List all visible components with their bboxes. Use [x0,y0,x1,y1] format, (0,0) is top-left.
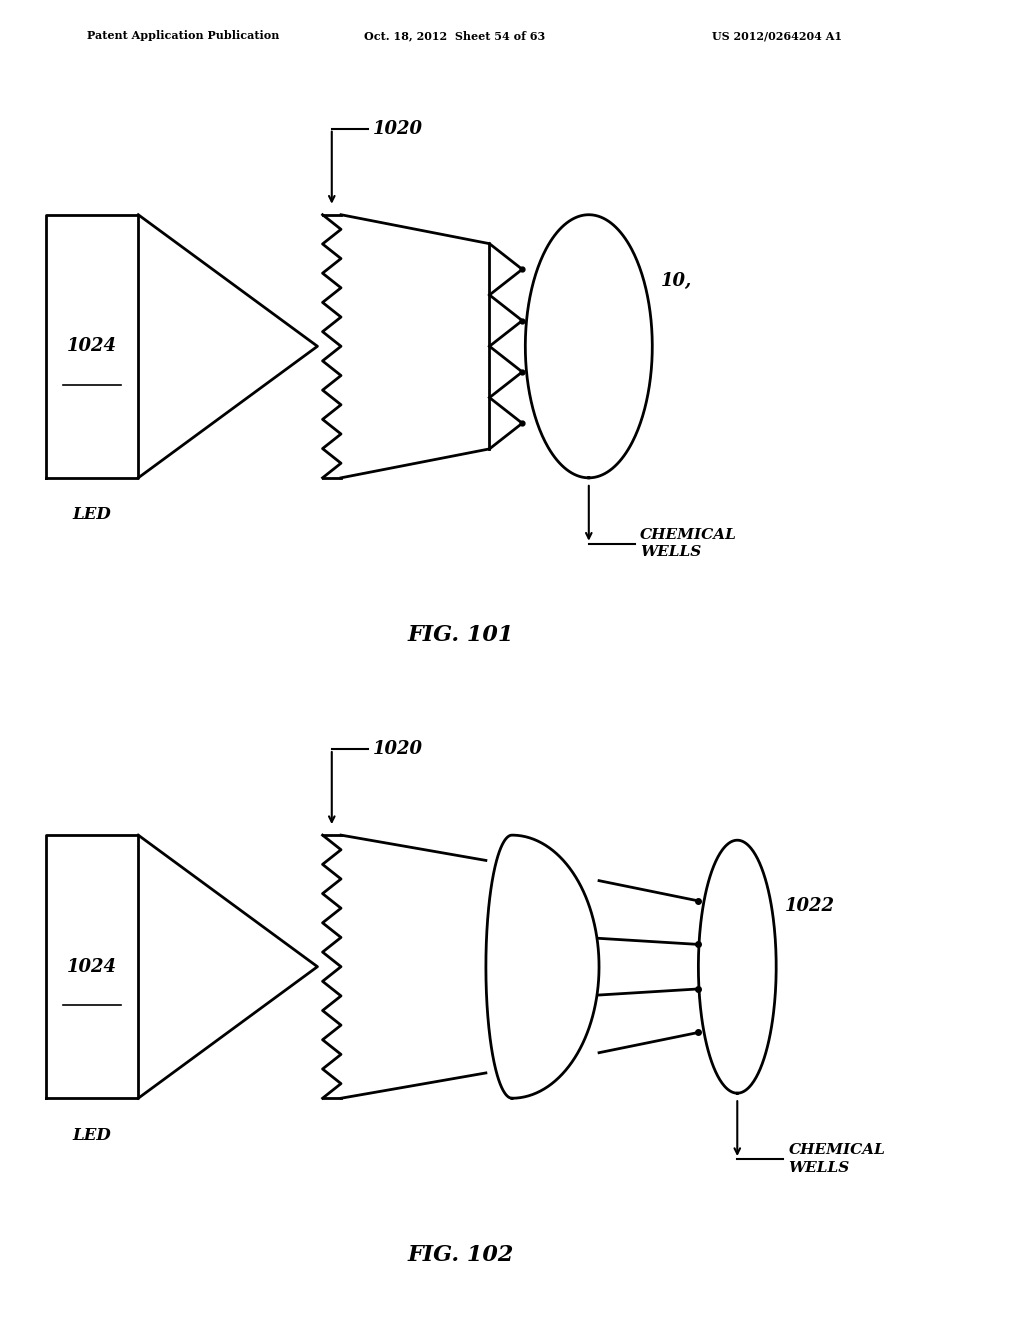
Text: LED: LED [73,1126,112,1143]
Text: CHEMICAL
WELLS: CHEMICAL WELLS [788,1143,886,1175]
Text: CHEMICAL
WELLS: CHEMICAL WELLS [640,528,737,560]
Text: FIG. 102: FIG. 102 [408,1243,514,1266]
Text: 1024: 1024 [68,338,117,355]
Text: 1024: 1024 [68,958,117,975]
Text: 1020: 1020 [373,120,423,137]
Text: Patent Application Publication: Patent Application Publication [87,30,280,41]
Text: Oct. 18, 2012  Sheet 54 of 63: Oct. 18, 2012 Sheet 54 of 63 [364,30,545,41]
Text: LED: LED [73,506,112,523]
Text: 1022: 1022 [784,898,835,915]
Text: 1020: 1020 [373,741,423,758]
Text: 10,: 10, [660,272,692,289]
Text: FIG. 101: FIG. 101 [408,624,514,645]
Text: US 2012/0264204 A1: US 2012/0264204 A1 [712,30,842,41]
